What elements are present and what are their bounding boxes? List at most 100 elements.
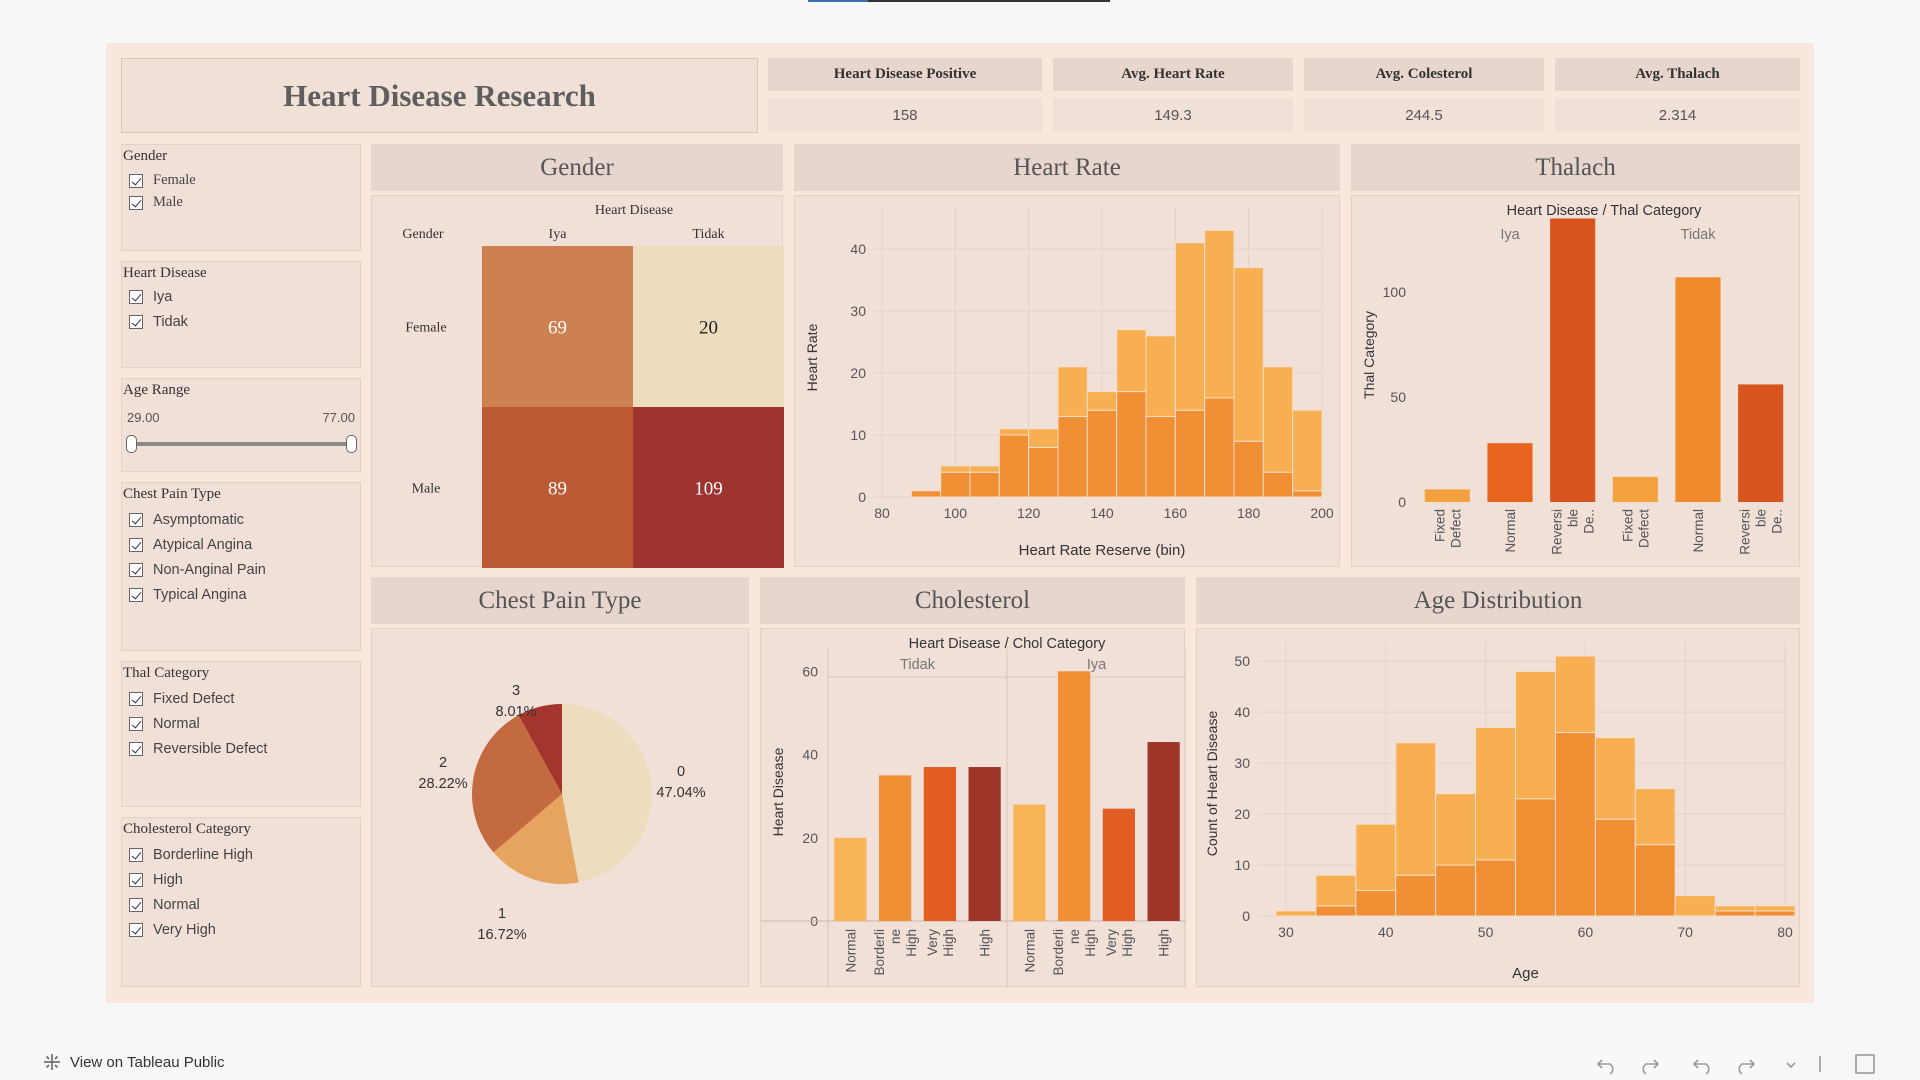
checkbox-icon[interactable] — [129, 513, 143, 527]
checkbox-icon[interactable] — [129, 898, 143, 912]
category-bar — [1058, 671, 1091, 921]
group-label: Iya — [1087, 657, 1107, 673]
filter-chest-pain-title: Chest Pain Type — [123, 486, 221, 502]
y-tick-label: 20 — [802, 830, 818, 846]
histogram-bar — [969, 465, 1000, 473]
checkbox-icon[interactable] — [129, 290, 143, 304]
histogram-bar — [1116, 391, 1147, 498]
x-tick-label: 140 — [1090, 505, 1114, 521]
age-range-min: 29.00 — [127, 410, 160, 425]
chart-header: Heart Disease / Thal Category — [1507, 203, 1703, 219]
category-label: ble — [1566, 509, 1581, 527]
panel-chest-pain: 0 47.04% 1 16.72% 2 28.22% 3 8.01% — [371, 628, 749, 987]
group-label: Iya — [1500, 227, 1520, 243]
filter-gender-female[interactable]: Female — [129, 172, 196, 189]
histogram-bar — [1086, 409, 1118, 498]
histogram-bar — [1145, 415, 1176, 498]
checkbox-icon[interactable] — [129, 923, 143, 937]
checkbox-icon[interactable] — [129, 588, 143, 602]
kpi-value-positive: 158 — [768, 98, 1042, 132]
category-label: High — [978, 929, 993, 957]
pie-slice — [493, 794, 579, 884]
filter-chest-pain-item[interactable]: Asymptomatic — [129, 512, 244, 528]
kpi-value-heart-rate: 149.3 — [1053, 98, 1293, 132]
filter-heart-disease-iya[interactable]: Iya — [129, 289, 172, 305]
checkbox-icon[interactable] — [129, 742, 143, 756]
category-label: High — [941, 929, 956, 957]
category-label: Very — [925, 929, 940, 956]
fullscreen-icon[interactable] — [1855, 1054, 1875, 1074]
histogram-bar — [1275, 910, 1317, 917]
filter-chol-item[interactable]: Borderline High — [129, 847, 253, 863]
checkbox-icon[interactable] — [129, 692, 143, 706]
category-bar — [834, 837, 867, 921]
heatmap-row-label: Male — [412, 482, 441, 497]
category-label: Normal — [1691, 509, 1706, 553]
heart-rate-histogram: 80 100 120 140 160 180 200 0 10 20 30 40 Heart Rate … — [804, 208, 1334, 559]
pie-slice — [562, 704, 653, 883]
panel-title-cholesterol: Cholesterol — [760, 577, 1185, 624]
filter-thal-item[interactable]: Normal — [129, 716, 200, 732]
x-tick-label: 40 — [1378, 924, 1394, 940]
category-label: De.. — [1770, 509, 1785, 534]
dropdown-icon[interactable] — [1786, 1062, 1796, 1069]
x-tick-label: 70 — [1677, 924, 1693, 940]
view-on-tableau-link[interactable]: View on Tableau Public — [42, 1052, 225, 1072]
filter-chest-pain-item[interactable]: Non-Anginal Pain — [129, 562, 266, 578]
tableau-icon — [44, 1054, 60, 1070]
age-range-min-handle[interactable] — [126, 435, 137, 453]
category-label: Normal — [1022, 929, 1037, 973]
y-tick-label: 0 — [1242, 908, 1250, 924]
checkbox-icon[interactable] — [129, 195, 143, 210]
histogram-bar — [1435, 864, 1477, 917]
filter-cholesterol: Cholesterol Category Borderline High Hig… — [121, 817, 361, 987]
checkbox-icon[interactable] — [129, 717, 143, 731]
panel-heart-rate: 80 100 120 140 160 180 200 0 10 20 30 40 Heart Rate … — [794, 195, 1340, 567]
filter-chest-pain-item[interactable]: Typical Angina — [129, 587, 247, 603]
filter-chest-pain-item[interactable]: Atypical Angina — [129, 537, 252, 553]
y-tick-label: 100 — [1383, 284, 1407, 300]
checkbox-icon[interactable] — [129, 563, 143, 577]
checkbox-icon[interactable] — [129, 848, 143, 862]
filter-chol-item[interactable]: High — [129, 872, 183, 888]
heatmap-column-label: Iya — [549, 227, 568, 242]
pie-slice-label: 3 — [512, 683, 520, 699]
filter-thal-item[interactable]: Reversible Defect — [129, 741, 267, 757]
toolbar-icons — [1596, 1054, 1875, 1075]
filter-heart-disease-tidak[interactable]: Tidak — [129, 314, 188, 330]
y-axis-label: Count of Heart Disease — [1204, 711, 1220, 857]
undo-icon[interactable] — [1596, 1059, 1614, 1075]
filter-chol-item[interactable]: Normal — [129, 897, 200, 913]
checkbox-icon[interactable] — [129, 873, 143, 887]
filter-age-range-title: Age Range — [123, 382, 191, 398]
age-range-max-handle[interactable] — [346, 435, 357, 453]
histogram-bar — [1028, 446, 1059, 498]
y-axis-label: Heart Rate — [804, 323, 820, 391]
redo-icon[interactable] — [1642, 1059, 1660, 1075]
filter-gender-male[interactable]: Male — [129, 194, 183, 211]
histogram-bar — [1204, 397, 1235, 498]
histogram-bar — [1116, 329, 1147, 393]
checkbox-icon[interactable] — [129, 315, 143, 329]
kpi-value-thalach: 2.314 — [1555, 98, 1800, 132]
histogram-bar — [1262, 471, 1294, 498]
filter-cholesterol-title: Cholesterol Category — [123, 821, 251, 837]
category-label: High — [1157, 929, 1172, 957]
revert-icon[interactable] — [1692, 1059, 1710, 1075]
heatmap-column-label: Tidak — [692, 227, 724, 242]
gender-heatmap: Heart Disease Gender Iya Tidak Female 69 20 Mal… — [402, 203, 784, 568]
age-range-track — [132, 442, 350, 446]
category-label: High — [1083, 929, 1098, 957]
histogram-bar — [940, 471, 971, 498]
heatmap-cell-value: 89 — [548, 479, 567, 500]
category-bar — [1102, 808, 1135, 921]
checkbox-icon[interactable] — [129, 538, 143, 552]
category-bar — [1487, 443, 1533, 502]
filter-thal-item[interactable]: Fixed Defect — [129, 691, 234, 707]
histogram-bar — [1057, 366, 1088, 417]
filter-chol-item[interactable]: Very High — [129, 922, 216, 938]
refresh-icon[interactable] — [1738, 1059, 1756, 1075]
checkbox-icon[interactable] — [129, 173, 143, 188]
category-label: ble — [1754, 509, 1769, 527]
